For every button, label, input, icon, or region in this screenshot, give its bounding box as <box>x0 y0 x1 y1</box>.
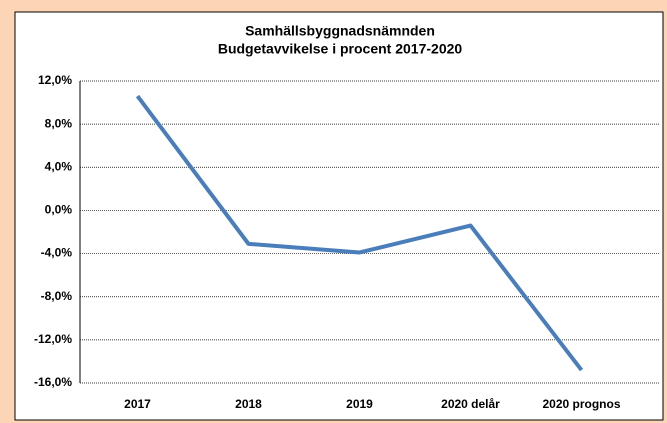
y-tick-label: 8,0% <box>45 116 73 130</box>
x-tick-label: 2019 <box>346 397 373 411</box>
x-tick-label: 2017 <box>124 397 151 411</box>
y-tick-label: -8,0% <box>41 289 73 303</box>
chart-title: Samhällsbyggnadsnämnden <box>245 23 435 39</box>
chart-subtitle: Budgetavvikelse i procent 2017-2020 <box>218 41 463 57</box>
line-series <box>135 94 584 372</box>
y-tick-label: 0,0% <box>45 203 73 217</box>
y-tick-label: -12,0% <box>34 332 72 346</box>
x-tick-label: 2020 prognos <box>542 397 620 411</box>
y-tick-label: 12,0% <box>38 73 72 87</box>
y-tick-label: -4,0% <box>41 246 73 260</box>
y-tick-label: -16,0% <box>34 375 72 389</box>
x-tick-label: 2018 <box>235 397 262 411</box>
y-tick-label: 4,0% <box>45 159 73 173</box>
x-tick-label: 2020 delår <box>441 397 500 411</box>
chart-area <box>14 11 664 421</box>
